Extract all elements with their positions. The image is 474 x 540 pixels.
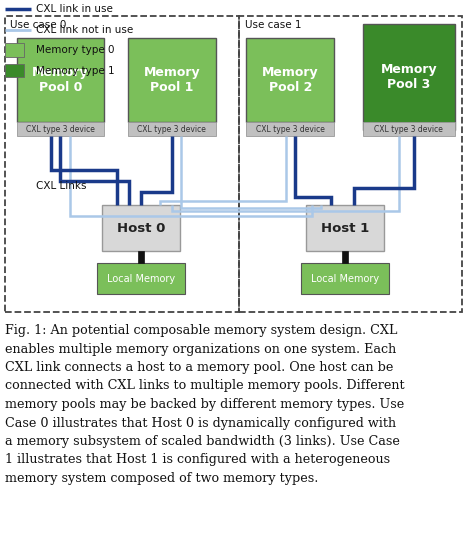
Text: CXL type 3 device: CXL type 3 device	[374, 125, 443, 133]
FancyBboxPatch shape	[246, 38, 334, 122]
Text: CXL type 3 device: CXL type 3 device	[137, 125, 206, 133]
FancyBboxPatch shape	[97, 263, 185, 294]
Text: Memory
Pool 0: Memory Pool 0	[32, 66, 89, 93]
Text: Host 0: Host 0	[117, 221, 165, 235]
Text: Memory type 0: Memory type 0	[36, 45, 114, 55]
Text: CXL link in use: CXL link in use	[36, 4, 112, 14]
FancyBboxPatch shape	[301, 263, 389, 294]
Text: CXL link not in use: CXL link not in use	[36, 25, 133, 35]
Text: Local Memory: Local Memory	[311, 274, 379, 284]
Text: CXL type 3 device: CXL type 3 device	[26, 125, 95, 133]
Text: Use case 1: Use case 1	[245, 20, 301, 30]
FancyBboxPatch shape	[5, 64, 24, 77]
FancyBboxPatch shape	[342, 251, 348, 263]
Text: Memory
Pool 1: Memory Pool 1	[144, 66, 200, 93]
FancyBboxPatch shape	[17, 38, 104, 122]
FancyBboxPatch shape	[246, 122, 334, 136]
FancyBboxPatch shape	[102, 205, 180, 251]
FancyBboxPatch shape	[5, 43, 24, 57]
FancyBboxPatch shape	[363, 24, 455, 130]
Text: CXL Links: CXL Links	[36, 181, 86, 191]
Text: Memory
Pool 3: Memory Pool 3	[381, 63, 437, 91]
FancyBboxPatch shape	[17, 122, 104, 136]
Text: Fig. 1: An potential composable memory system design. CXL
enables multiple memor: Fig. 1: An potential composable memory s…	[5, 324, 404, 485]
FancyBboxPatch shape	[128, 122, 216, 136]
Text: CXL type 3 device: CXL type 3 device	[256, 125, 325, 133]
Text: Use case 0: Use case 0	[10, 20, 67, 30]
Text: Host 1: Host 1	[321, 221, 369, 235]
FancyBboxPatch shape	[306, 205, 384, 251]
Text: Local Memory: Local Memory	[107, 274, 175, 284]
FancyBboxPatch shape	[138, 251, 144, 263]
Text: Memory type 1: Memory type 1	[36, 66, 114, 76]
FancyBboxPatch shape	[128, 38, 216, 122]
FancyBboxPatch shape	[363, 122, 455, 136]
Text: Memory
Pool 2: Memory Pool 2	[262, 66, 319, 93]
